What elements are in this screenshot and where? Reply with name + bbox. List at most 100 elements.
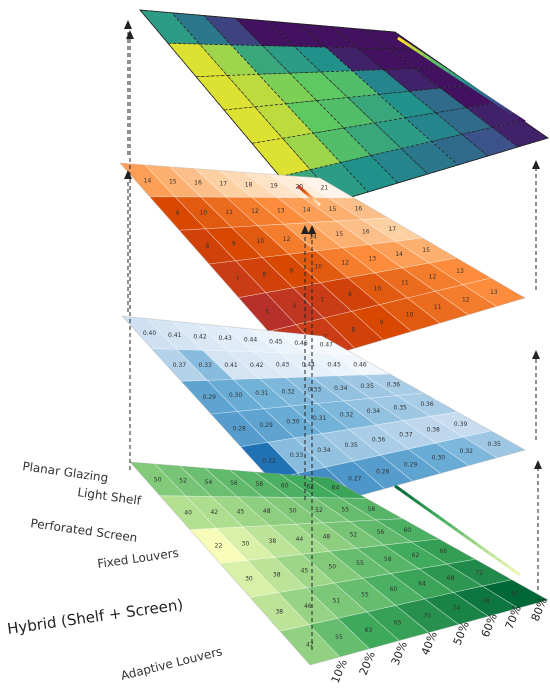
- cell-value-label: 0.32: [282, 389, 296, 396]
- cell-value-label: 10: [199, 210, 207, 217]
- heatmap-cell: [430, 134, 489, 166]
- cell-value-label: 9: [380, 319, 384, 326]
- colorbar-segment: [394, 484, 403, 492]
- colorbar-segment: [310, 196, 314, 200]
- cell-value-label: 0.47: [320, 342, 334, 349]
- colorbar-segment: [297, 184, 301, 189]
- colorbar-segment: [444, 520, 453, 528]
- cell-value-label: 11: [401, 280, 409, 287]
- col-label-30: 30%: [389, 640, 410, 668]
- heatmap-layer-viridis: [139, 9, 549, 211]
- cell-value-label: 0.33: [199, 362, 213, 369]
- cell-value-label: 22: [215, 543, 223, 550]
- colorbar-segment: [506, 564, 515, 572]
- cell-value-label: 12: [462, 296, 470, 303]
- cell-value-label: 0.35: [345, 442, 359, 449]
- colorbar-segment: [505, 108, 514, 115]
- cell-value-label: 0.43: [276, 362, 290, 369]
- cell-value-label: 64: [418, 581, 426, 588]
- cell-value-label: 7: [235, 276, 239, 283]
- cell-value-label: 0.30: [432, 455, 446, 462]
- heatmap-cell: [370, 148, 429, 184]
- colorbar-segment: [450, 524, 459, 532]
- cell-value-label: 9: [289, 268, 293, 275]
- colorbar-segment: [437, 515, 446, 523]
- arrowhead-icon: [301, 225, 309, 234]
- cell-value-label: 38: [275, 609, 283, 616]
- colorbar-segment: [306, 193, 310, 197]
- cell-value-label: 42: [210, 509, 218, 516]
- colorbar-segment: [431, 511, 440, 519]
- cell-value-label: 50: [328, 564, 336, 571]
- cell-value-label: 15: [169, 178, 177, 185]
- colorbar-segment: [412, 498, 421, 506]
- cell-value-label: 55: [341, 506, 349, 513]
- cell-value-label: 0.34: [317, 447, 331, 454]
- heatmap-cell: [382, 68, 442, 92]
- colorbar-segment: [317, 202, 321, 207]
- cell-value-label: 19: [270, 182, 278, 189]
- arrowhead-icon: [124, 20, 132, 29]
- cell-value-label: 15: [329, 206, 337, 213]
- colorbar-segment: [498, 103, 507, 111]
- heatmap-cell: [316, 97, 376, 129]
- row-label-planar-glazing: Planar Glazing: [22, 459, 110, 485]
- cell-value-label: 7: [323, 334, 327, 341]
- cell-value-label: 56: [230, 480, 238, 487]
- cell-value-label: 40: [184, 510, 192, 517]
- colorbar-segment: [302, 189, 306, 193]
- heatmap-cell: [312, 127, 372, 163]
- cell-value-label: 0.45: [327, 362, 341, 369]
- cell-value-label: 0.42: [250, 362, 264, 369]
- cell-value-label: 0.28: [233, 426, 247, 433]
- cell-value-label: 60: [403, 527, 411, 534]
- colorbar-segment: [419, 502, 428, 510]
- heatmap-cell: [288, 71, 349, 101]
- colorbar-segment: [500, 560, 509, 568]
- colorbar-segment: [406, 493, 415, 501]
- colorbar-segment: [492, 99, 501, 107]
- cell-value-label: 8: [348, 291, 352, 298]
- cell-value-label: 0.29: [259, 422, 273, 429]
- colorbar-segment: [315, 201, 319, 205]
- cell-value-label: 0.37: [399, 432, 413, 439]
- colorbar-segment: [300, 187, 304, 191]
- colorbar-segment: [460, 78, 469, 86]
- arrowhead-icon: [308, 225, 316, 234]
- cell-value-label: 72: [475, 569, 483, 576]
- cell-value-label: 0.41: [168, 332, 182, 339]
- colorbar-segment: [441, 66, 450, 73]
- cell-value-label: 64: [332, 485, 340, 492]
- heatmap-cell: [462, 277, 526, 307]
- row-label-adaptive-louvers: Adaptive Louvers: [119, 644, 223, 683]
- colorbar-segment: [511, 112, 520, 120]
- cell-value-label: 52: [350, 531, 358, 538]
- cell-value-label: 47: [306, 641, 314, 648]
- cell-value-label: 12: [251, 208, 259, 215]
- cell-value-label: 0.46: [294, 340, 308, 347]
- colorbar-segment: [304, 191, 308, 195]
- colorbar-segment: [299, 186, 303, 190]
- cell-value-label: 0.41: [224, 362, 238, 369]
- colorbar-segment: [316, 201, 320, 206]
- colorbar-segment: [308, 194, 312, 198]
- cell-value-label: 8: [351, 326, 355, 333]
- cell-value-label: 0.35: [488, 441, 502, 448]
- cell-value-label: 12: [341, 259, 349, 266]
- cell-value-label: 16: [362, 229, 370, 236]
- cell-value-label: 55: [361, 592, 369, 599]
- cell-value-label: 0.31: [255, 390, 269, 397]
- colorbar-segment: [469, 538, 478, 546]
- cell-value-label: 5: [265, 309, 269, 316]
- heatmap-cell: [339, 155, 399, 193]
- colorbar-segment: [403, 40, 412, 48]
- cell-value-label: 63: [365, 627, 373, 634]
- cell-value-label: 50: [289, 507, 297, 514]
- arrowhead-icon: [532, 350, 540, 359]
- cell-value-label: 0.44: [302, 362, 316, 369]
- colorbar-segment: [416, 49, 425, 57]
- cell-value-label: 14: [303, 207, 311, 214]
- cell-value-label: 6: [293, 303, 297, 310]
- colorbar-segment: [301, 188, 305, 192]
